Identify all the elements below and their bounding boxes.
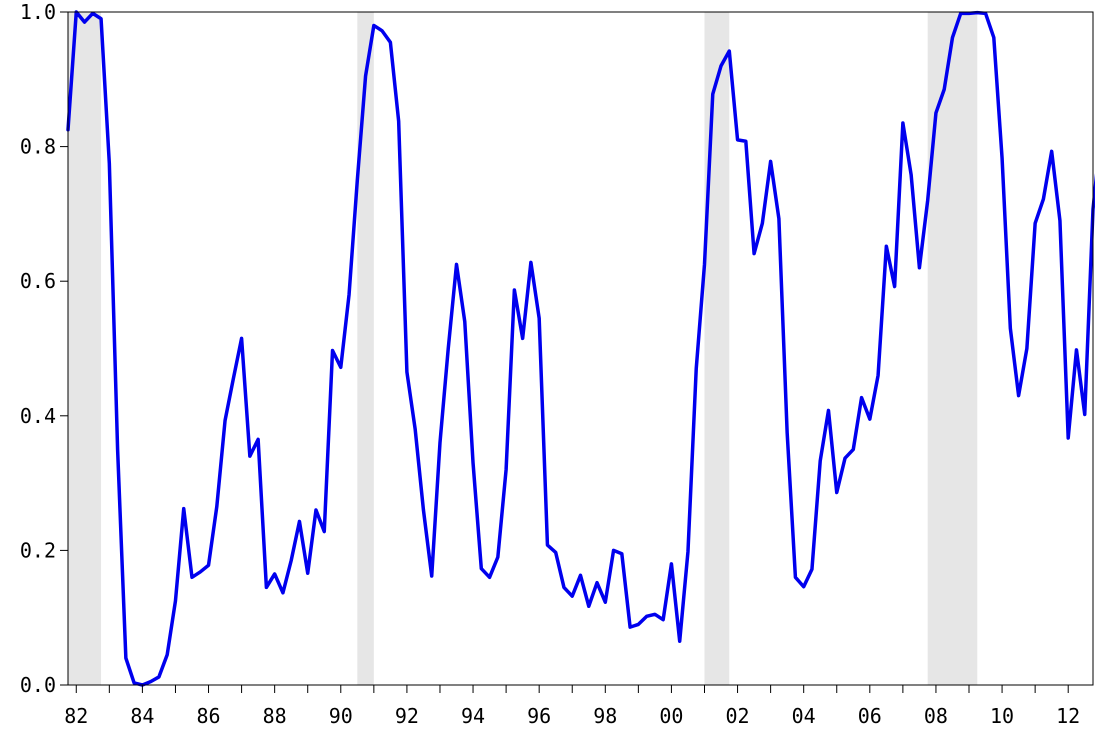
y-axis: 0.0 0.2 0.4 0.6 0.8 1.0 [20, 0, 68, 697]
x-tick-label: 82 [64, 704, 88, 728]
x-tick-label: 08 [924, 704, 948, 728]
y-tick-label: 0.2 [20, 538, 56, 562]
x-tick-label: 84 [130, 704, 154, 728]
y-tick-label: 0.6 [20, 269, 56, 293]
recession-band-0 [68, 12, 102, 685]
recession-bands [68, 12, 978, 685]
y-tick-label: 0.8 [20, 135, 56, 159]
x-tick-label: 88 [263, 704, 287, 728]
x-tick-label: 92 [395, 704, 419, 728]
recession-band-2 [704, 12, 730, 685]
x-tick-label: 86 [196, 704, 220, 728]
x-tick-label: 00 [659, 704, 683, 728]
x-tick-label: 04 [792, 704, 816, 728]
x-tick-label: 02 [726, 704, 750, 728]
x-tick-label: 98 [593, 704, 617, 728]
y-tick-label: 0.0 [20, 673, 56, 697]
x-tick-label: 06 [858, 704, 882, 728]
recession-band-1 [357, 12, 374, 685]
x-axis: 82 84 86 88 90 92 94 96 98 00 02 04 06 08 10 12 [64, 685, 1080, 728]
series-line [66, 10, 1095, 687]
plot-frame [67, 11, 1094, 686]
x-tick-label: 12 [1056, 704, 1080, 728]
x-tick-label: 94 [461, 704, 485, 728]
y-tick-label: 1.0 [20, 0, 56, 24]
series-layer [66, 10, 1095, 687]
x-tick-label: 90 [329, 704, 353, 728]
x-tick-label: 96 [527, 704, 551, 728]
y-tick-label: 0.4 [20, 404, 56, 428]
x-tick-label: 10 [990, 704, 1014, 728]
